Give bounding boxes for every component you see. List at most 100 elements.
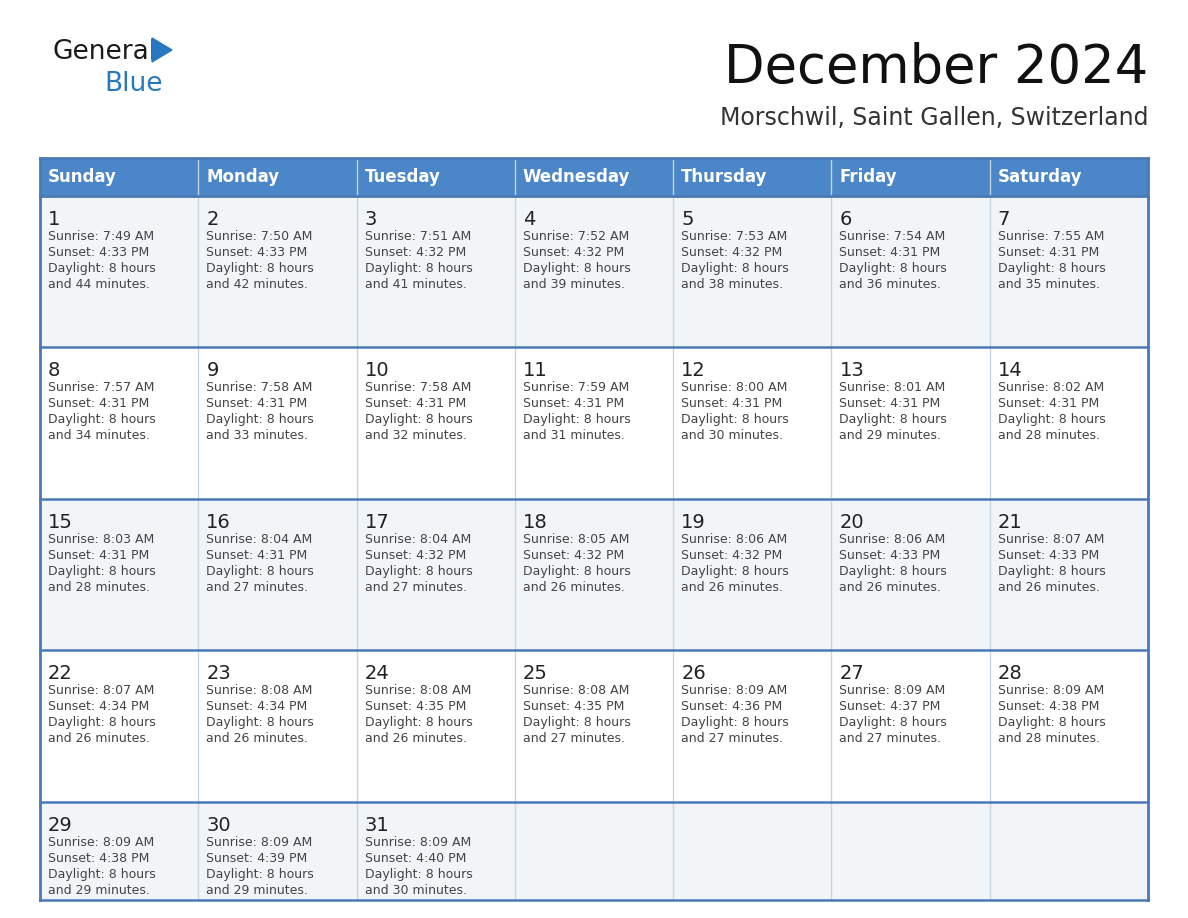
- Text: 2: 2: [207, 210, 219, 229]
- Text: Sunset: 4:32 PM: Sunset: 4:32 PM: [523, 246, 624, 259]
- Text: Daylight: 8 hours: Daylight: 8 hours: [365, 262, 473, 275]
- Text: Sunday: Sunday: [48, 168, 116, 186]
- Text: Sunset: 4:35 PM: Sunset: 4:35 PM: [523, 700, 624, 713]
- Text: Sunset: 4:31 PM: Sunset: 4:31 PM: [207, 549, 308, 562]
- Text: Daylight: 8 hours: Daylight: 8 hours: [523, 565, 631, 577]
- Text: and 26 minutes.: and 26 minutes.: [523, 581, 625, 594]
- Text: and 27 minutes.: and 27 minutes.: [365, 581, 467, 594]
- Text: Daylight: 8 hours: Daylight: 8 hours: [840, 262, 947, 275]
- Text: Daylight: 8 hours: Daylight: 8 hours: [207, 262, 314, 275]
- Text: 1: 1: [48, 210, 61, 229]
- Text: Sunrise: 7:55 AM: Sunrise: 7:55 AM: [998, 230, 1104, 243]
- Text: and 44 minutes.: and 44 minutes.: [48, 278, 150, 291]
- Text: Sunset: 4:38 PM: Sunset: 4:38 PM: [48, 852, 150, 865]
- Text: Sunrise: 8:09 AM: Sunrise: 8:09 AM: [207, 835, 312, 848]
- Text: and 27 minutes.: and 27 minutes.: [523, 733, 625, 745]
- Text: Sunrise: 8:09 AM: Sunrise: 8:09 AM: [48, 835, 154, 848]
- Text: Sunset: 4:32 PM: Sunset: 4:32 PM: [365, 246, 466, 259]
- Text: Sunset: 4:33 PM: Sunset: 4:33 PM: [840, 549, 941, 562]
- Text: 26: 26: [681, 665, 706, 683]
- Text: Sunrise: 7:50 AM: Sunrise: 7:50 AM: [207, 230, 312, 243]
- Polygon shape: [152, 38, 172, 62]
- Text: and 41 minutes.: and 41 minutes.: [365, 278, 467, 291]
- Text: Sunrise: 8:08 AM: Sunrise: 8:08 AM: [523, 684, 630, 697]
- Text: and 29 minutes.: and 29 minutes.: [840, 430, 941, 442]
- Text: Daylight: 8 hours: Daylight: 8 hours: [523, 413, 631, 426]
- Text: Daylight: 8 hours: Daylight: 8 hours: [998, 413, 1106, 426]
- Text: Sunset: 4:40 PM: Sunset: 4:40 PM: [365, 852, 466, 865]
- Text: and 27 minutes.: and 27 minutes.: [207, 581, 308, 594]
- Text: Sunset: 4:32 PM: Sunset: 4:32 PM: [681, 549, 783, 562]
- Text: Sunset: 4:31 PM: Sunset: 4:31 PM: [681, 397, 783, 410]
- Text: Sunset: 4:33 PM: Sunset: 4:33 PM: [998, 549, 1099, 562]
- Text: and 42 minutes.: and 42 minutes.: [207, 278, 308, 291]
- Text: and 27 minutes.: and 27 minutes.: [840, 733, 941, 745]
- Text: 17: 17: [365, 513, 390, 532]
- Text: Daylight: 8 hours: Daylight: 8 hours: [998, 716, 1106, 729]
- Text: and 28 minutes.: and 28 minutes.: [998, 733, 1100, 745]
- Text: and 30 minutes.: and 30 minutes.: [365, 884, 467, 897]
- Text: Monday: Monday: [207, 168, 279, 186]
- Text: 5: 5: [681, 210, 694, 229]
- Text: Sunrise: 7:58 AM: Sunrise: 7:58 AM: [207, 381, 312, 395]
- Text: Sunrise: 7:57 AM: Sunrise: 7:57 AM: [48, 381, 154, 395]
- Text: 30: 30: [207, 815, 230, 834]
- Text: 9: 9: [207, 362, 219, 380]
- Text: Sunrise: 8:09 AM: Sunrise: 8:09 AM: [840, 684, 946, 697]
- Text: Daylight: 8 hours: Daylight: 8 hours: [840, 716, 947, 729]
- Text: and 30 minutes.: and 30 minutes.: [681, 430, 783, 442]
- Text: Morschwil, Saint Gallen, Switzerland: Morschwil, Saint Gallen, Switzerland: [720, 106, 1148, 130]
- Text: and 29 minutes.: and 29 minutes.: [207, 884, 308, 897]
- Text: Daylight: 8 hours: Daylight: 8 hours: [523, 262, 631, 275]
- Text: Sunrise: 8:07 AM: Sunrise: 8:07 AM: [48, 684, 154, 697]
- Text: and 28 minutes.: and 28 minutes.: [48, 581, 150, 594]
- Text: Daylight: 8 hours: Daylight: 8 hours: [681, 565, 789, 577]
- Text: 27: 27: [840, 665, 864, 683]
- Text: Sunrise: 8:09 AM: Sunrise: 8:09 AM: [365, 835, 470, 848]
- Text: and 31 minutes.: and 31 minutes.: [523, 430, 625, 442]
- Text: Daylight: 8 hours: Daylight: 8 hours: [365, 565, 473, 577]
- Text: Daylight: 8 hours: Daylight: 8 hours: [998, 565, 1106, 577]
- Text: Sunset: 4:34 PM: Sunset: 4:34 PM: [48, 700, 150, 713]
- Text: and 27 minutes.: and 27 minutes.: [681, 733, 783, 745]
- Text: Sunset: 4:32 PM: Sunset: 4:32 PM: [681, 246, 783, 259]
- Text: Sunset: 4:31 PM: Sunset: 4:31 PM: [48, 549, 150, 562]
- Text: Daylight: 8 hours: Daylight: 8 hours: [207, 565, 314, 577]
- Text: and 26 minutes.: and 26 minutes.: [48, 733, 150, 745]
- Text: Sunset: 4:31 PM: Sunset: 4:31 PM: [840, 246, 941, 259]
- Text: 23: 23: [207, 665, 230, 683]
- Text: 18: 18: [523, 513, 548, 532]
- Text: Sunrise: 7:54 AM: Sunrise: 7:54 AM: [840, 230, 946, 243]
- Text: General: General: [52, 39, 156, 65]
- Text: Sunrise: 7:58 AM: Sunrise: 7:58 AM: [365, 381, 470, 395]
- Text: Saturday: Saturday: [998, 168, 1082, 186]
- Text: Sunrise: 8:00 AM: Sunrise: 8:00 AM: [681, 381, 788, 395]
- Text: and 26 minutes.: and 26 minutes.: [207, 733, 308, 745]
- Bar: [40, 347, 1148, 498]
- Text: Daylight: 8 hours: Daylight: 8 hours: [48, 716, 156, 729]
- Text: 6: 6: [840, 210, 852, 229]
- Text: Daylight: 8 hours: Daylight: 8 hours: [48, 565, 156, 577]
- Text: Sunrise: 8:04 AM: Sunrise: 8:04 AM: [207, 532, 312, 546]
- Text: Thursday: Thursday: [681, 168, 767, 186]
- Text: 3: 3: [365, 210, 377, 229]
- Text: 29: 29: [48, 815, 72, 834]
- Text: Sunrise: 8:04 AM: Sunrise: 8:04 AM: [365, 532, 470, 546]
- Text: Daylight: 8 hours: Daylight: 8 hours: [48, 868, 156, 880]
- Text: Sunset: 4:38 PM: Sunset: 4:38 PM: [998, 700, 1099, 713]
- Text: 16: 16: [207, 513, 230, 532]
- Bar: [40, 158, 1148, 196]
- Text: Daylight: 8 hours: Daylight: 8 hours: [207, 413, 314, 426]
- Text: 22: 22: [48, 665, 72, 683]
- Text: Sunset: 4:31 PM: Sunset: 4:31 PM: [998, 246, 1099, 259]
- Text: Daylight: 8 hours: Daylight: 8 hours: [681, 262, 789, 275]
- Text: Daylight: 8 hours: Daylight: 8 hours: [681, 413, 789, 426]
- Text: Sunset: 4:36 PM: Sunset: 4:36 PM: [681, 700, 783, 713]
- Text: 14: 14: [998, 362, 1023, 380]
- Text: and 26 minutes.: and 26 minutes.: [840, 581, 941, 594]
- Text: Sunrise: 8:09 AM: Sunrise: 8:09 AM: [681, 684, 788, 697]
- Text: 25: 25: [523, 665, 548, 683]
- Text: 4: 4: [523, 210, 536, 229]
- Bar: [40, 498, 1148, 650]
- Text: 13: 13: [840, 362, 864, 380]
